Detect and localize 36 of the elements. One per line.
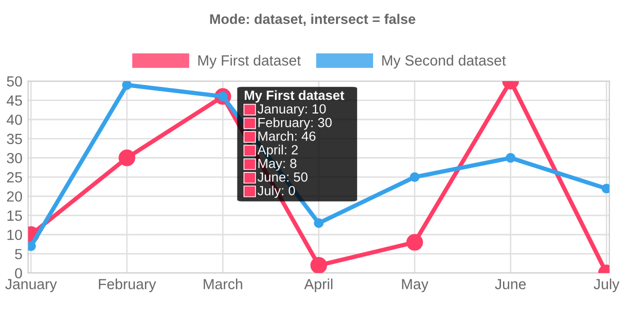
y-tick-label: 35 <box>6 134 22 144</box>
annotation: June: 50 <box>258 172 308 182</box>
y-tick-label: 0 <box>15 268 22 278</box>
x-tick-label: March <box>204 278 242 290</box>
x-tick-label: May <box>402 279 428 292</box>
y-tick-label: 50 <box>6 76 22 87</box>
point <box>310 256 328 273</box>
x-tick-label: February <box>98 278 156 292</box>
point <box>314 218 324 228</box>
y-tick-label: 15 <box>7 210 22 221</box>
y-tick-label: 10 <box>7 230 22 240</box>
y-tick-label: 5 <box>15 249 22 260</box>
y-tick-label: 30 <box>6 152 22 164</box>
annotation: July: 0 <box>258 186 295 198</box>
annotation: March: 46 <box>258 131 316 141</box>
annotation: My First dataset <box>244 90 344 103</box>
x-tick-label: January <box>5 279 57 292</box>
annotation: February: 30 <box>258 118 332 130</box>
x-tick-label: June <box>495 279 526 290</box>
chart-title: Mode: dataset, intersect = false <box>210 14 416 26</box>
annotation: April: 2 <box>257 144 298 158</box>
annotation: January: 10 <box>258 104 326 116</box>
annotation: May: 8 <box>258 158 296 171</box>
y-tick-label: 20 <box>7 191 22 202</box>
y-tick-label: 40 <box>6 114 22 125</box>
y-tick-label: 45 <box>6 96 22 106</box>
legend-label: My Second dataset <box>382 54 506 68</box>
point <box>506 153 516 163</box>
point <box>406 234 423 251</box>
y-tick-label: 25 <box>7 172 22 182</box>
x-tick-label: July <box>594 278 620 292</box>
point <box>118 150 136 166</box>
legend-label: My First dataset <box>198 54 301 68</box>
point <box>410 172 420 182</box>
x-tick-label: April <box>304 278 332 292</box>
point <box>122 81 132 90</box>
